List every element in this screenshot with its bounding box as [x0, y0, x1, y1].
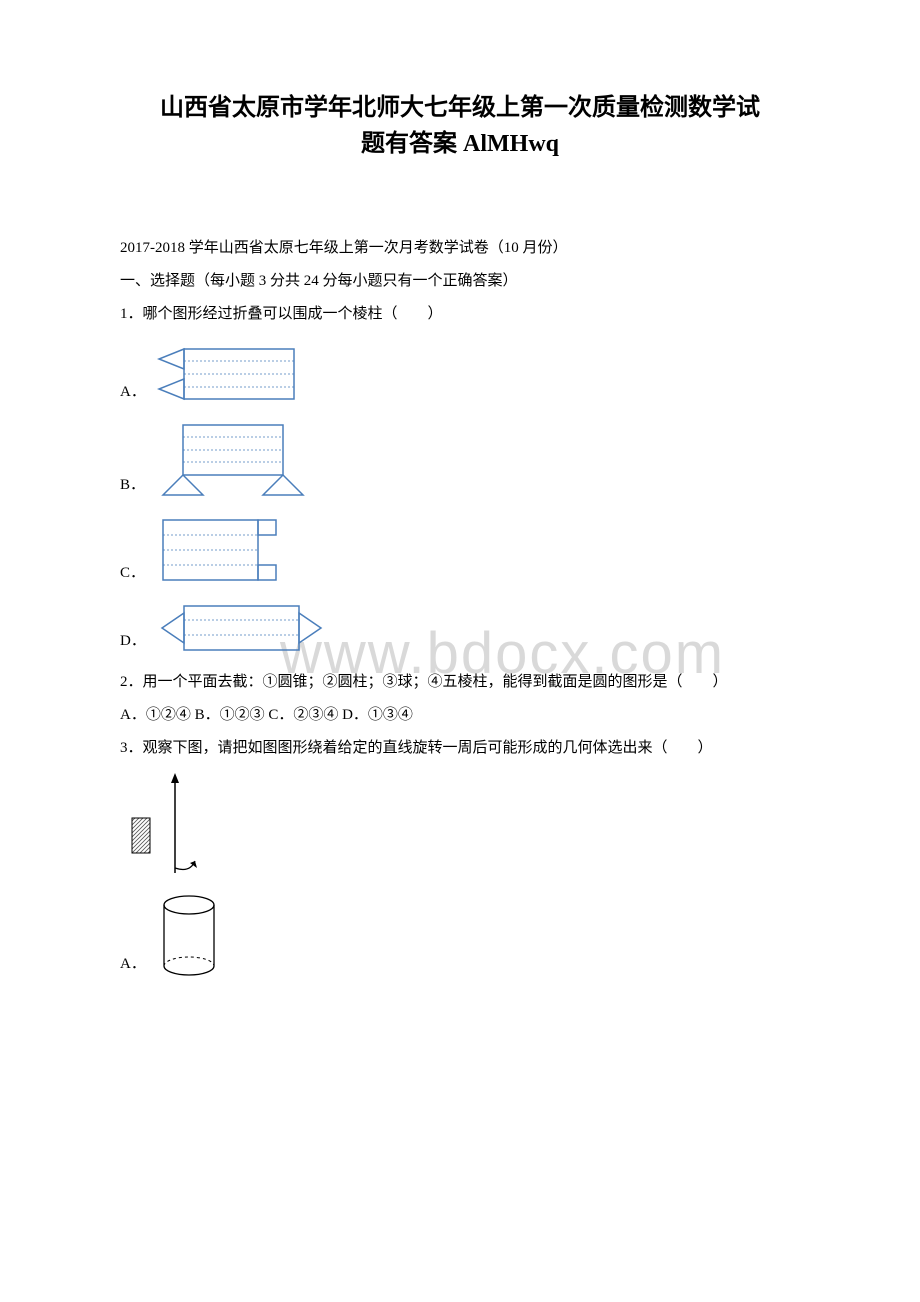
question-3: 3．观察下图，请把如图图形绕着给定的直线旋转一周后可能形成的几何体选出来（ ） [90, 732, 830, 765]
title-line-1: 山西省太原市学年北师大七年级上第一次质量检测数学试 [90, 90, 830, 126]
rotation-figure [120, 773, 220, 883]
question-2: 2．用一个平面去截：①圆锥；②圆柱；③球；④五棱柱，能得到截面是圆的图形是（ ） [90, 666, 830, 699]
q3-figure [120, 773, 830, 883]
option-label-a2: A． [120, 948, 146, 981]
option-label-a: A． [120, 376, 146, 409]
q1-option-b: B． [90, 417, 830, 502]
cylinder-icon [154, 891, 224, 981]
intro-text: 2017-2018 学年山西省太原七年级上第一次月考数学试卷（10 月份） [90, 232, 830, 265]
option-label-b: B． [120, 469, 145, 502]
option-label-c: C． [120, 557, 145, 590]
q1-option-a: A． [90, 339, 830, 409]
question-1: 1．哪个图形经过折叠可以围成一个棱柱（ ） [90, 298, 830, 331]
net-diagram-c [153, 510, 293, 590]
q3-option-a: A． [90, 891, 830, 981]
q1-option-c: C． [90, 510, 830, 590]
question-2-options: A．①②④ B．①②③ C．②③④ D．①③④ [90, 699, 830, 732]
page-title: 山西省太原市学年北师大七年级上第一次质量检测数学试 题有答案 AlMHwq [90, 90, 830, 162]
net-diagram-a [154, 339, 304, 409]
net-diagram-b [153, 417, 313, 502]
document-content: 山西省太原市学年北师大七年级上第一次质量检测数学试 题有答案 AlMHwq 20… [90, 90, 830, 981]
section-heading: 一、选择题（每小题 3 分共 24 分每小题只有一个正确答案） [90, 265, 830, 298]
option-label-d: D． [120, 625, 146, 658]
title-line-2: 题有答案 AlMHwq [90, 126, 830, 162]
q1-option-d: D． [90, 598, 830, 658]
net-diagram-d [154, 598, 329, 658]
